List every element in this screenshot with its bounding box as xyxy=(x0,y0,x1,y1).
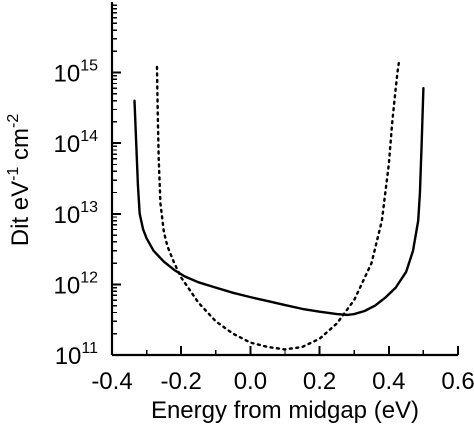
x-tick-label-0: -0.4 xyxy=(91,368,132,395)
y-axis-title: Dit eV-1 cm-2 xyxy=(5,114,34,247)
y-tick-label-1: 1012 xyxy=(54,269,99,299)
y-tick-base-0: 10 xyxy=(55,343,82,370)
x-axis-title: Energy from midgap (eV) xyxy=(151,397,419,424)
y-tick-exp-2: 13 xyxy=(80,199,98,216)
y-tick-base-2: 10 xyxy=(54,202,81,229)
solid-series-line xyxy=(133,87,425,317)
x-tick-label-5: 0.6 xyxy=(441,368,474,395)
y-axis-title-main: Dit eV xyxy=(7,181,34,246)
y-tick-label-4: 1015 xyxy=(54,58,99,88)
y-tick-label-2: 1013 xyxy=(54,199,99,229)
y-tick-base-4: 10 xyxy=(54,61,81,88)
y-tick-base-1: 10 xyxy=(54,272,81,299)
y-tick-label-0: 1011 xyxy=(55,340,98,370)
series-layer xyxy=(133,58,425,351)
x-tick-label-2: 0.0 xyxy=(234,368,267,395)
y-axis-title-exp2: -2 xyxy=(5,114,22,128)
y-tick-exp-3: 14 xyxy=(80,128,98,145)
x-tick-label-3: 0.2 xyxy=(303,368,336,395)
axes-layer xyxy=(110,2,458,357)
y-tick-exp-1: 12 xyxy=(80,269,98,286)
y-tick-base-3: 10 xyxy=(54,131,81,158)
dotted-series-line xyxy=(155,58,401,351)
y-tick-exp-0: 11 xyxy=(81,340,98,357)
ticks-layer xyxy=(111,4,459,356)
y-tick-exp-4: 15 xyxy=(80,58,98,75)
x-tick-label-4: 0.4 xyxy=(372,368,405,395)
y-axis-title-unit: cm xyxy=(7,128,34,167)
x-tick-label-1: -0.2 xyxy=(161,368,202,395)
y-axis-title-exp1: -1 xyxy=(5,167,22,181)
y-tick-label-3: 1014 xyxy=(54,128,99,158)
